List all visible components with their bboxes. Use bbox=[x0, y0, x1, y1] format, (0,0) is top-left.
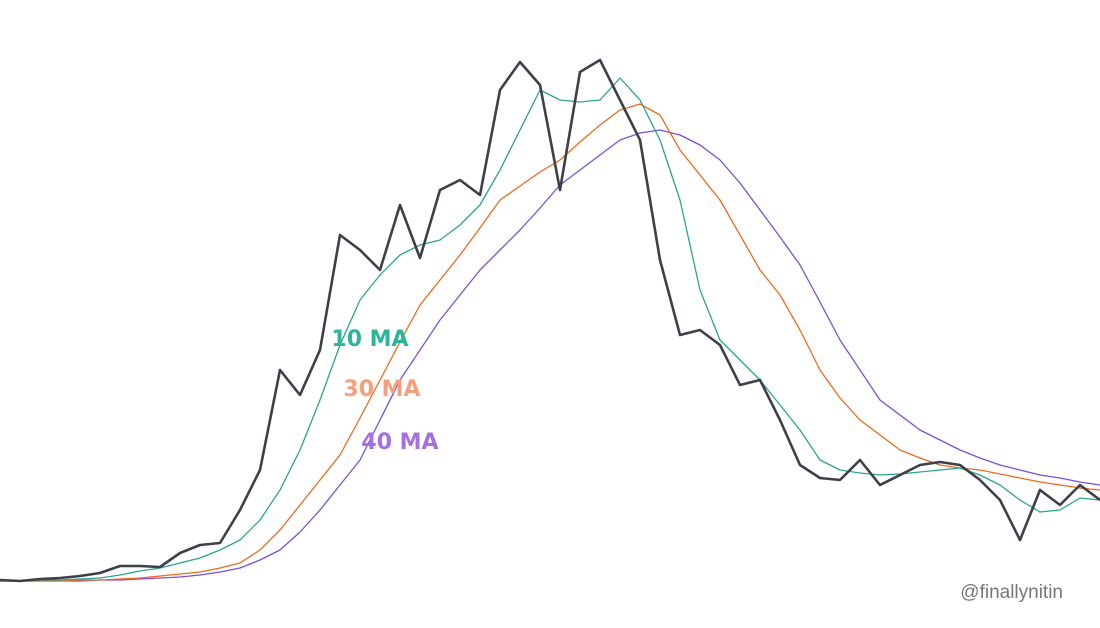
ma-line bbox=[0, 129, 1100, 582]
price-line bbox=[0, 58, 1100, 583]
legend-label: 30 MA bbox=[343, 377, 420, 402]
ma-line bbox=[0, 77, 1100, 582]
ma-line bbox=[0, 103, 1100, 582]
legend-label: 10 MA bbox=[331, 327, 408, 352]
credit: @finallynitin bbox=[960, 582, 1063, 603]
legend-label: 40 MA bbox=[361, 430, 438, 455]
